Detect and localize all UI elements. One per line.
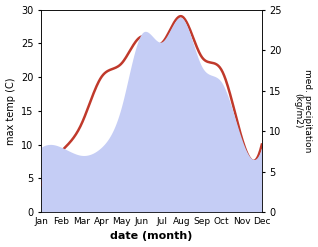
Y-axis label: med. precipitation
(kg/m2): med. precipitation (kg/m2) bbox=[293, 69, 313, 152]
Y-axis label: max temp (C): max temp (C) bbox=[5, 77, 16, 144]
X-axis label: date (month): date (month) bbox=[110, 231, 193, 242]
